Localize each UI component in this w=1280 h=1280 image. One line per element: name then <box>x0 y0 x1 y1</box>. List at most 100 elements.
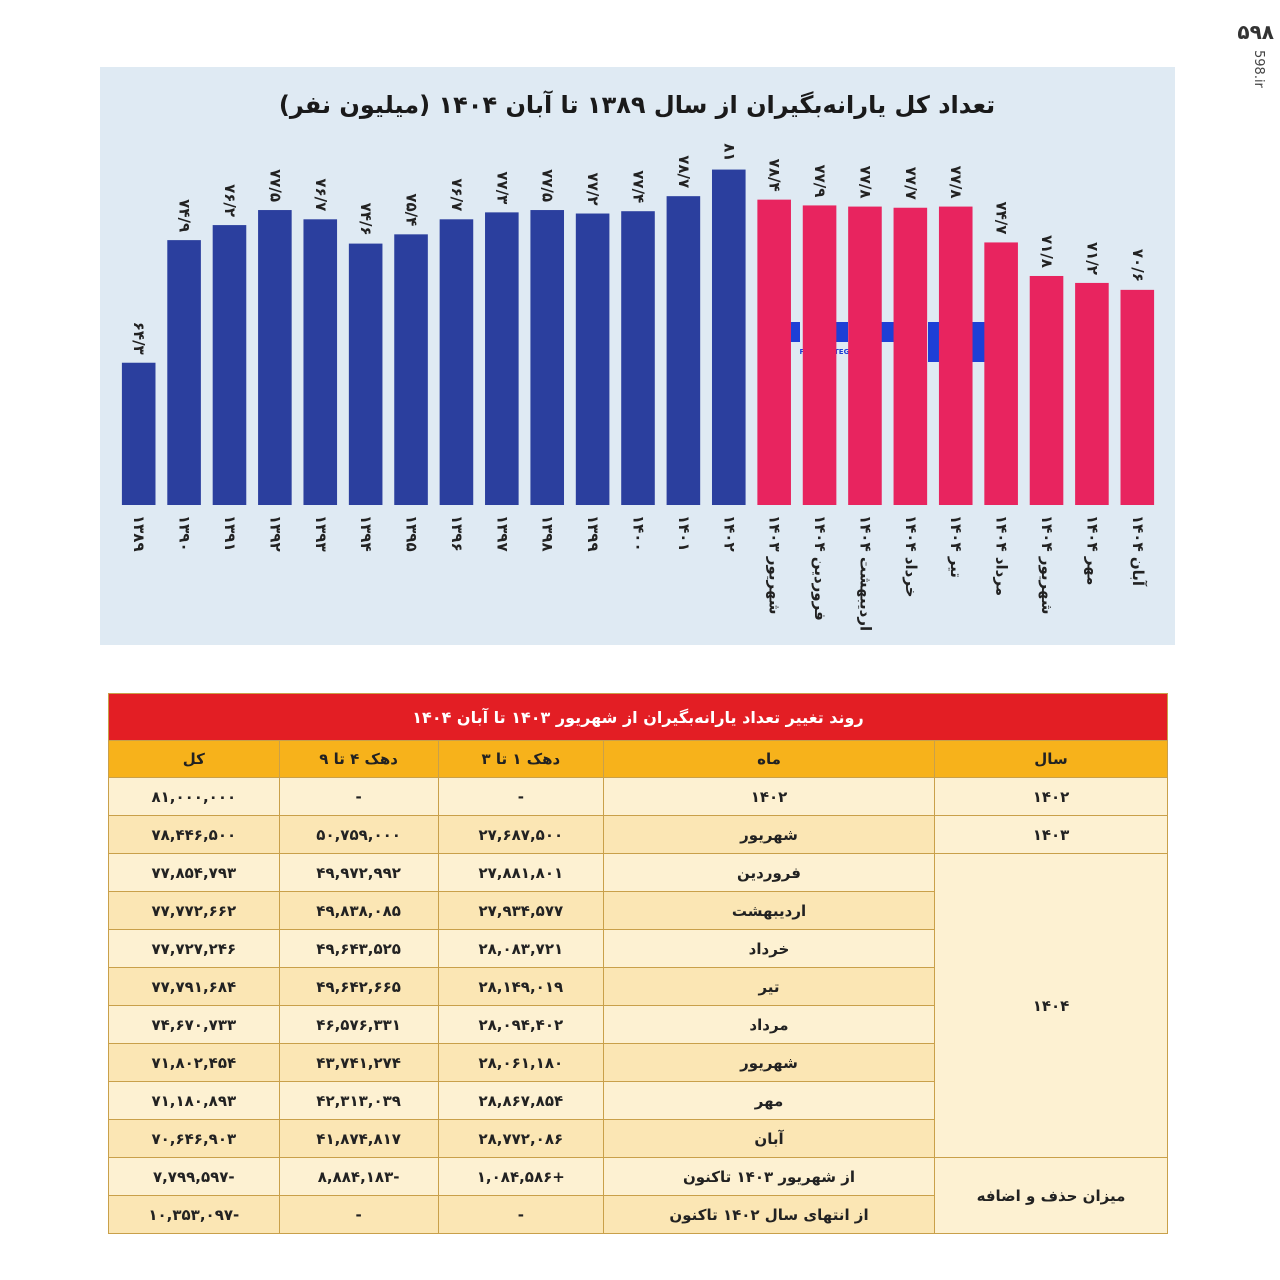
bar <box>1029 275 1064 505</box>
bar <box>621 211 655 505</box>
table-row: سال ماه دهک ۱ تا ۳ دهک ۴ تا ۹ کل <box>108 740 1168 778</box>
bar <box>167 240 201 505</box>
x-tick-label: ۱۳۹۴ <box>357 515 375 552</box>
month-cell: تیر <box>603 967 935 1006</box>
month-cell: ۱۴۰۲ <box>603 777 935 816</box>
number-cell: ۴۶,۵۷۶,۳۳۱ <box>278 1005 439 1044</box>
value-label: ۷۴/۷ <box>993 201 1011 234</box>
number-cell: ۲۸,۷۷۲,۰۸۶ <box>437 1119 605 1158</box>
x-tick-label: ۱۴۰۲ <box>720 515 738 552</box>
x-tick-label: ۱۳۹۰ <box>176 515 194 552</box>
x-tick-label: فروردین ۱۴۰۴ <box>811 515 829 621</box>
x-tick-label: ۱۳۹۵ <box>403 515 421 552</box>
header-cell: ماه <box>603 740 935 778</box>
year-cell: ۱۴۰۲ <box>934 777 1168 816</box>
table-row: میزان حذف و اضافه از شهریور ۱۴۰۳ تاکنون +۱… <box>108 1157 1168 1234</box>
number-cell: - <box>437 777 605 816</box>
number-cell: ۷۱,۸۰۲,۴۵۴ <box>108 1043 280 1082</box>
number-cell: ۷۷,۸۵۴,۷۹۳ <box>108 853 280 892</box>
number-cell: ۴۲,۳۱۳,۰۳۹ <box>278 1081 439 1120</box>
month-cell: اردیبهشت <box>603 891 935 930</box>
number-cell: ۲۷,۸۸۱,۸۰۱ <box>437 853 605 892</box>
bar <box>121 362 156 505</box>
number-cell: - <box>278 777 439 816</box>
value-label: ۷۸/۴ <box>766 159 784 192</box>
table-row: ۱۴۰۲ ۱۴۰۲- -۸۱,۰۰۰,۰۰۰ <box>108 777 1168 816</box>
x-tick-label: ۱۴۰۱ <box>675 515 693 552</box>
x-tick-label: ۱۳۸۹ <box>130 515 148 552</box>
number-cell: ۷۷,۷۹۱,۶۸۴ <box>108 967 280 1006</box>
table-row: اردیبهشت ۲۷,۹۳۴,۵۷۷ ۴۹,۸۳۸,۰۸۵ ۷۷,۷۷۲,۶۶۲ <box>108 891 1168 930</box>
month-cell: مرداد <box>603 1005 935 1044</box>
bar <box>530 210 565 506</box>
bar <box>757 199 791 505</box>
value-label: ۷۷/۵ <box>539 169 557 202</box>
header-cell: سال <box>934 740 1168 778</box>
number-cell: - <box>278 1195 439 1234</box>
year-cell: میزان حذف و اضافه <box>934 1157 1168 1234</box>
bar <box>938 206 973 505</box>
x-tick-label: آبان ۱۴۰۴ <box>1129 515 1147 587</box>
x-tick-label: ۱۴۰۰ <box>630 515 648 552</box>
value-label: ۷۱/۲ <box>1083 242 1101 275</box>
month-cell: خرداد <box>603 929 935 968</box>
year-cell: ۱۴۰۴ <box>934 853 1168 1158</box>
number-cell: ۴۹,۶۴۳,۵۲۵ <box>278 929 439 968</box>
value-label: ۸۱ <box>720 143 738 161</box>
number-cell: ۲۸,۸۶۷,۸۵۴ <box>437 1081 605 1120</box>
bar <box>1075 282 1109 505</box>
x-tick-label: شهریور ۱۴۰۳ <box>766 515 784 615</box>
number-cell: ۷۰,۶۴۶,۹۰۳ <box>108 1119 280 1158</box>
x-tick-label: ۱۳۹۹ <box>584 515 602 552</box>
table-row: مهر ۲۸,۸۶۷,۸۵۴ ۴۲,۳۱۳,۰۳۹ ۷۱,۱۸۰,۸۹۳ <box>108 1081 1168 1120</box>
x-tick-label: خرداد ۱۴۰۴ <box>902 515 920 598</box>
bar <box>666 196 701 506</box>
number-cell: ۲۸,۱۴۹,۰۱۹ <box>437 967 605 1006</box>
bar <box>394 234 428 505</box>
table-row: شهریور ۲۸,۰۶۱,۱۸۰ ۴۳,۷۴۱,۲۷۴ ۷۱,۸۰۲,۴۵۴ <box>108 1043 1168 1082</box>
value-label: ۷۷/۸ <box>856 166 874 199</box>
value-label: ۷۸/۷ <box>675 155 693 188</box>
x-tick-label: ۱۳۹۷ <box>493 515 511 552</box>
bar <box>212 225 247 505</box>
number-cell: ۲۷,۶۸۷,۵۰۰ <box>437 815 605 854</box>
number-cell: ۷۷,۷۲۷,۲۴۶ <box>108 929 280 968</box>
month-cell: از انتهای سال ۱۴۰۲ تاکنون <box>603 1195 935 1234</box>
number-cell: -۸,۸۸۴,۱۸۳ <box>278 1157 439 1196</box>
number-cell: ۴۹,۹۷۲,۹۹۲ <box>278 853 439 892</box>
brand: ۵۹۸ <box>1237 20 1274 44</box>
month-cell: مهر <box>603 1081 935 1120</box>
x-tick-label: تیر ۱۴۰۴ <box>947 515 965 578</box>
x-tick-label: مرداد ۱۴۰۴ <box>993 515 1011 596</box>
table: روند تغییر تعداد یارانه‌بگیران از شهریور… <box>108 693 1168 1234</box>
table-row: ۱۴۰۳ شهریور ۲۷,۶۸۷,۵۰۰ ۵۰,۷۵۹,۰۰۰ ۷۸,۴۴۶,۵۰۰ <box>108 815 1168 854</box>
number-cell: ۵۰,۷۵۹,۰۰۰ <box>278 815 439 854</box>
bar <box>258 210 292 506</box>
number-cell: +۱,۰۸۴,۵۸۶ <box>437 1157 605 1196</box>
value-label: ۷۷/۵ <box>266 169 284 202</box>
number-cell: ۷۸,۴۴۶,۵۰۰ <box>108 815 280 854</box>
number-cell: ۷۴,۶۷۰,۷۳۳ <box>108 1005 280 1044</box>
number-cell: ۲۷,۹۳۴,۵۷۷ <box>437 891 605 930</box>
chart-title: تعداد کل یارانه‌بگیران از سال ۱۳۸۹ تا آب… <box>279 90 995 119</box>
x-tick-label: ۱۳۹۲ <box>266 515 284 552</box>
bar <box>485 212 519 505</box>
month-cell: آبان <box>603 1119 935 1158</box>
number-cell: ۲۸,۰۸۳,۷۲۱ <box>437 929 605 968</box>
x-tick-label: شهریور ۱۴۰۴ <box>1038 515 1056 615</box>
month-cell: از شهریور ۱۴۰۳ تاکنون <box>603 1157 935 1196</box>
x-tick-label: ۱۳۹۳ <box>312 515 330 552</box>
value-label: ۷۱/۸ <box>1038 235 1056 268</box>
value-label: ۷۰/۶ <box>1129 249 1147 282</box>
year-cell: ۱۴۰۳ <box>934 815 1168 854</box>
table-row: تیر ۲۸,۱۴۹,۰۱۹ ۴۹,۶۴۲,۶۶۵ ۷۷,۷۹۱,۶۸۴ <box>108 967 1168 1006</box>
bar <box>1120 289 1155 505</box>
value-label: ۷۶/۲ <box>221 184 239 217</box>
table-row: روند تغییر تعداد یارانه‌بگیران از شهریور… <box>108 693 1168 741</box>
x-tick-label: اردیبهشت ۱۴۰۴ <box>856 515 874 631</box>
table-title: روند تغییر تعداد یارانه‌بگیران از شهریور… <box>108 693 1168 741</box>
number-cell: ۴۳,۷۴۱,۲۷۴ <box>278 1043 439 1082</box>
table-row: مرداد ۲۸,۰۹۴,۴۰۲ ۴۶,۵۷۶,۳۳۱ ۷۴,۶۷۰,۷۳۳ <box>108 1005 1168 1044</box>
x-tick-label: ۱۳۹۶ <box>448 515 466 552</box>
